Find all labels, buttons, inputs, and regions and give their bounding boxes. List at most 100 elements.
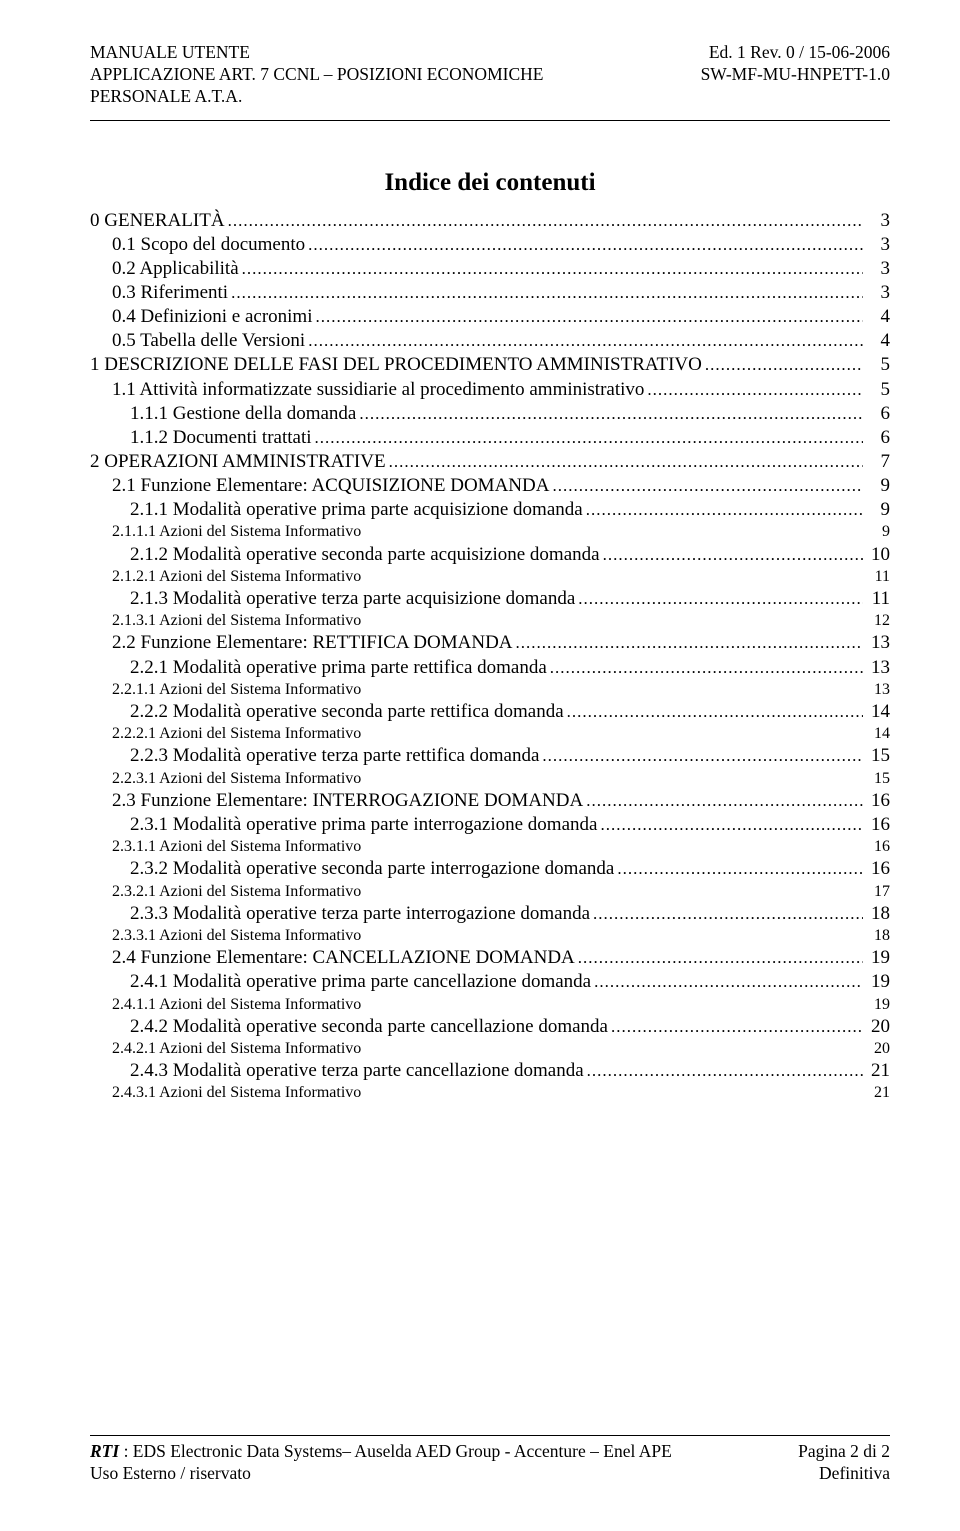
toc-entry: 2.3.1 Modalità operative prima parte int…: [90, 813, 890, 837]
toc-leader-dots: [586, 498, 863, 522]
toc-entry-page: 9: [866, 498, 890, 522]
toc-entry-label: 2 OPERAZIONI AMMINISTRATIVE: [90, 450, 386, 474]
toc-entry-page: 14: [866, 700, 890, 724]
toc-entry-label: 2.3.3 Modalità operative terza parte int…: [130, 902, 590, 926]
toc-entry: 2.2.1 Modalità operative prima parte ret…: [90, 656, 890, 680]
toc-entry-page: 20: [866, 1015, 890, 1039]
toc-entry-label: 1.1.1 Gestione della domanda: [130, 402, 356, 426]
toc-entry: 2.4.3.1 Azioni del Sistema Informativo21: [90, 1083, 890, 1103]
toc-entry: 0.1 Scopo del documento3: [90, 233, 890, 257]
toc-entry-label: 2.1.1 Modalità operative prima parte acq…: [130, 498, 583, 522]
toc-entry: 0.5 Tabella delle Versioni 4: [90, 329, 890, 353]
toc-entry-page: 18: [866, 902, 890, 926]
toc-entry-page: 11: [866, 587, 890, 611]
header-left-line: PERSONALE A.T.A.: [90, 86, 543, 108]
toc-entry-page: 14: [866, 724, 890, 744]
toc-entry-label: 2.4.3.1 Azioni del Sistema Informativo: [112, 1083, 866, 1103]
toc-leader-dots: [315, 426, 863, 450]
toc-entry: 2.2.2.1 Azioni del Sistema Informativo14: [90, 724, 890, 744]
toc-entry: 2.3.2 Modalità operative seconda parte i…: [90, 857, 890, 881]
toc-entry-page: 13: [866, 631, 890, 655]
toc-entry: 2.1.3 Modalità operative terza parte acq…: [90, 587, 890, 611]
toc-entry-label: 2.2 Funzione Elementare: RETTIFICA DOMAN…: [112, 631, 513, 655]
footer-line1-rest: : EDS Electronic Data Systems– Auselda A…: [119, 1441, 672, 1461]
toc-entry-label: 1 DESCRIZIONE DELLE FASI DEL PROCEDIMENT…: [90, 353, 702, 377]
toc-leader-dots: [594, 970, 863, 994]
toc-leader-dots: [231, 281, 863, 305]
toc-entry-label: 2.3.3.1 Azioni del Sistema Informativo: [112, 926, 866, 946]
toc-leader-dots: [567, 700, 863, 724]
toc-leader-dots: [705, 353, 863, 377]
toc-entry-label: 2.2.3.1 Azioni del Sistema Informativo: [112, 769, 866, 789]
header-left-line: MANUALE UTENTE: [90, 42, 543, 64]
toc-leader-dots: [316, 305, 864, 329]
toc-entry-label: 2.2.3 Modalità operative terza parte ret…: [130, 744, 539, 768]
toc-entry-page: 3: [866, 281, 890, 305]
footer-divider: [90, 1435, 890, 1436]
toc-entry: 2.3.1.1 Azioni del Sistema Informativo16: [90, 837, 890, 857]
toc-entry: 2.1 Funzione Elementare: ACQUISIZIONE DO…: [90, 474, 890, 498]
toc-entry-label: 0.1 Scopo del documento: [112, 233, 305, 257]
toc-entry-page: 16: [866, 857, 890, 881]
toc-entry-page: 9: [866, 474, 890, 498]
toc-entry-page: 16: [866, 813, 890, 837]
toc-entry-label: 2.2.1 Modalità operative prima parte ret…: [130, 656, 547, 680]
toc-leader-dots: [578, 587, 863, 611]
toc-entry-label: 2.3 Funzione Elementare: INTERROGAZIONE …: [112, 789, 583, 813]
toc-leader-dots: [647, 378, 863, 402]
toc-entry: 2.4 Funzione Elementare: CANCELLAZIONE D…: [90, 946, 890, 970]
toc-entry-page: 15: [866, 744, 890, 768]
toc-entry-page: 19: [866, 946, 890, 970]
toc-entry: 2.4.2.1 Azioni del Sistema Informativo20: [90, 1039, 890, 1059]
toc-entry-label: 2.2.2 Modalità operative seconda parte r…: [130, 700, 564, 724]
header-left-line: APPLICAZIONE ART. 7 CCNL – POSIZIONI ECO…: [90, 64, 543, 86]
toc-entry-page: 17: [866, 882, 890, 902]
toc-entry: 2.3.3 Modalità operative terza parte int…: [90, 902, 890, 926]
toc-entry-page: 6: [866, 426, 890, 450]
toc-entry-page: 9: [866, 522, 890, 542]
toc-entry-label: 2.4.2 Modalità operative seconda parte c…: [130, 1015, 608, 1039]
toc-entry: 2.1.1.1 Azioni del Sistema Informativo9: [90, 522, 890, 542]
toc-entry: 0.4 Definizioni e acronimi4: [90, 305, 890, 329]
toc-entry: 1.1.1 Gestione della domanda6: [90, 402, 890, 426]
toc-entry-page: 16: [866, 837, 890, 857]
toc-entry-page: 19: [866, 970, 890, 994]
toc-leader-dots: [542, 744, 863, 768]
toc-entry: 2.4.2 Modalità operative seconda parte c…: [90, 1015, 890, 1039]
toc-entry-label: 2.3.2 Modalità operative seconda parte i…: [130, 857, 614, 881]
page-footer: RTI : EDS Electronic Data Systems– Ausel…: [90, 1435, 890, 1486]
toc-entry: 2.2.3.1 Azioni del Sistema Informativo15: [90, 769, 890, 789]
header-right: Ed. 1 Rev. 0 / 15-06-2006 SW-MF-MU-HNPET…: [701, 42, 890, 108]
toc-entry-page: 7: [866, 450, 890, 474]
toc-entry-label: 2.1.2 Modalità operative seconda parte a…: [130, 543, 600, 567]
toc-entry-label: 2.2.2.1 Azioni del Sistema Informativo: [112, 724, 866, 744]
toc-entry-page: 11: [866, 567, 890, 587]
footer-line2-left: Uso Esterno / riservato: [90, 1462, 672, 1485]
toc-entry-page: 21: [866, 1083, 890, 1103]
footer-left: RTI : EDS Electronic Data Systems– Ausel…: [90, 1440, 672, 1486]
toc-entry-label: 0.5 Tabella delle Versioni: [112, 329, 305, 353]
toc-entry: 2.2.2 Modalità operative seconda parte r…: [90, 700, 890, 724]
toc-entry-page: 21: [866, 1059, 890, 1083]
toc-leader-dots: [587, 1059, 863, 1083]
toc-entry: 1 DESCRIZIONE DELLE FASI DEL PROCEDIMENT…: [90, 353, 890, 377]
toc-entry: 2.3 Funzione Elementare: INTERROGAZIONE …: [90, 789, 890, 813]
toc-leader-dots: [242, 257, 863, 281]
toc-entry: 0.2 Applicabilità3: [90, 257, 890, 281]
toc-entry: 1.1 Attività informatizzate sussidiarie …: [90, 378, 890, 402]
toc-entry-page: 19: [866, 995, 890, 1015]
toc-leader-dots: [552, 474, 863, 498]
toc-entry-label: 1.1.2 Documenti trattati: [130, 426, 312, 450]
toc-leader-dots: [516, 631, 863, 655]
toc-entry-label: 2.3.1.1 Azioni del Sistema Informativo: [112, 837, 866, 857]
header-right-line: Ed. 1 Rev. 0 / 15-06-2006: [701, 42, 890, 64]
header-divider: [90, 120, 890, 121]
toc-entry-page: 4: [866, 329, 890, 353]
toc-entry-label: 2.1.3.1 Azioni del Sistema Informativo: [112, 611, 866, 631]
toc-leader-dots: [617, 857, 863, 881]
toc-entry: 2 OPERAZIONI AMMINISTRATIVE 7: [90, 450, 890, 474]
toc-entry: 2.1.3.1 Azioni del Sistema Informativo12: [90, 611, 890, 631]
toc-entry-label: 0 GENERALITÀ: [90, 209, 225, 233]
toc-leader-dots: [603, 543, 863, 567]
toc-entry-label: 2.4.2.1 Azioni del Sistema Informativo: [112, 1039, 866, 1059]
